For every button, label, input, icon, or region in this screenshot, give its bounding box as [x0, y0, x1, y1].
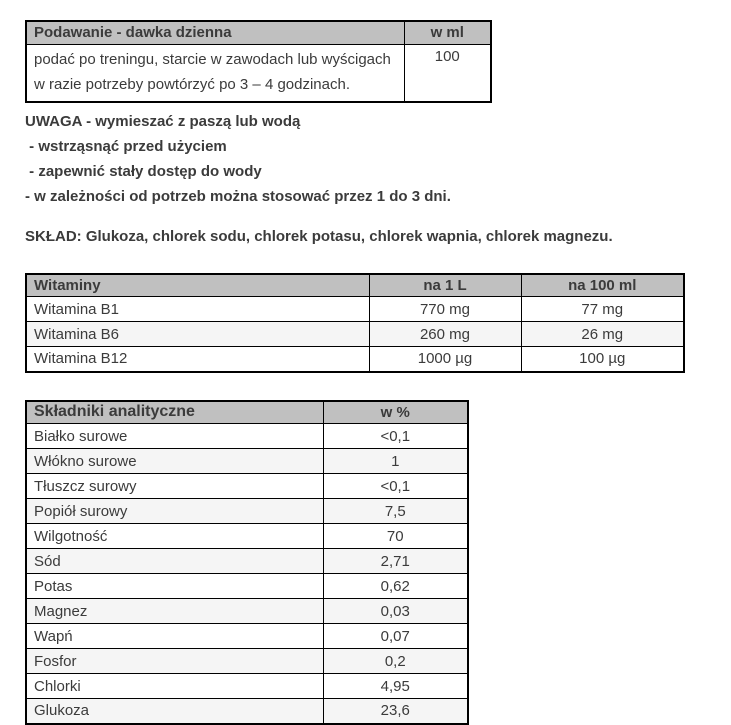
- table-row: Sód 2,71: [25, 548, 469, 574]
- table-row: Tłuszcz surowy <0,1: [25, 473, 469, 499]
- vitamins-header-per-100ml: na 100 ml: [520, 273, 685, 297]
- vitamin-per-liter: 260 mg: [368, 321, 522, 347]
- component-name: Sód: [25, 548, 324, 574]
- dosage-header-label: Podawanie - dawka dzienna: [25, 20, 405, 45]
- dosage-header-unit: w ml: [403, 20, 492, 45]
- table-row: Wapń 0,07: [25, 623, 469, 649]
- note-line: - zapewnić stały dostęp do wody: [25, 162, 262, 180]
- component-name: Fosfor: [25, 648, 324, 674]
- component-name: Glukoza: [25, 698, 324, 724]
- table-row: Potas 0,62: [25, 573, 469, 599]
- component-value: 2,71: [322, 548, 469, 574]
- component-name: Białko surowe: [25, 423, 324, 449]
- table-row: Chlorki 4,95: [25, 673, 469, 699]
- component-value: 1: [322, 448, 469, 474]
- component-value: 0,2: [322, 648, 469, 674]
- component-value: <0,1: [322, 473, 469, 499]
- vitamin-name: Witamina B12: [25, 346, 370, 372]
- analytical-table: Składniki analityczne w % Białko surowe …: [25, 399, 469, 725]
- table-row: Magnez 0,03: [25, 598, 469, 624]
- dosage-value: 100: [403, 43, 492, 102]
- table-row: Wilgotność 70: [25, 523, 469, 549]
- vitamins-header-per-liter: na 1 L: [368, 273, 522, 297]
- table-row: Glukoza 23,6: [25, 698, 469, 724]
- note-line: - w zależności od potrzeb można stosować…: [25, 187, 451, 205]
- dosage-table: Podawanie - dawka dzienna w ml podać po …: [25, 20, 492, 103]
- component-value: 7,5: [322, 498, 469, 524]
- component-value: 0,03: [322, 598, 469, 624]
- table-row: Witamina B12 1000 µg 100 µg: [25, 346, 685, 372]
- vitamin-per-liter: 770 mg: [368, 296, 522, 322]
- component-name: Magnez: [25, 598, 324, 624]
- component-value: <0,1: [322, 423, 469, 449]
- vitamin-per-100ml: 26 mg: [520, 321, 685, 347]
- component-value: 0,62: [322, 573, 469, 599]
- vitamins-header-row: Witaminy na 1 L na 100 ml: [25, 273, 685, 297]
- vitamin-per-100ml: 77 mg: [520, 296, 685, 322]
- analytical-header-row: Składniki analityczne w %: [25, 400, 469, 424]
- component-name: Włókno surowe: [25, 448, 324, 474]
- analytical-header-name: Składniki analityczne: [25, 400, 324, 424]
- vitamin-per-100ml: 100 µg: [520, 346, 685, 372]
- note-line: - wstrząsnąć przed użyciem: [25, 137, 227, 155]
- component-name: Tłuszcz surowy: [25, 473, 324, 499]
- vitamin-per-liter: 1000 µg: [368, 346, 522, 372]
- component-name: Potas: [25, 573, 324, 599]
- component-value: 4,95: [322, 673, 469, 699]
- component-value: 70: [322, 523, 469, 549]
- component-name: Wapń: [25, 623, 324, 649]
- analytical-header-percent: w %: [322, 400, 469, 424]
- component-name: Chlorki: [25, 673, 324, 699]
- component-value: 23,6: [322, 698, 469, 724]
- note-line: UWAGA - wymieszać z paszą lub wodą: [25, 112, 301, 130]
- dosage-instruction-line-2: w razie potrzeby powtórzyć po 3 – 4 godz…: [34, 75, 351, 93]
- vitamin-name: Witamina B6: [25, 321, 370, 347]
- composition-text: SKŁAD: Glukoza, chlorek sodu, chlorek po…: [25, 227, 613, 245]
- dosage-row: podać po treningu, starcie w zawodach lu…: [25, 43, 492, 102]
- vitamins-header-name: Witaminy: [25, 273, 370, 297]
- usage-notes: UWAGA - wymieszać z paszą lub wodą - wst…: [25, 109, 731, 209]
- table-row: Popiół surowy 7,5: [25, 498, 469, 524]
- table-row: Witamina B1 770 mg 77 mg: [25, 296, 685, 322]
- table-row: Włókno surowe 1: [25, 448, 469, 474]
- dosage-instruction-line-1: podać po treningu, starcie w zawodach lu…: [34, 50, 391, 68]
- dosage-header-row: Podawanie - dawka dzienna w ml: [25, 20, 492, 45]
- component-name: Wilgotność: [25, 523, 324, 549]
- table-row: Fosfor 0,2: [25, 648, 469, 674]
- component-value: 0,07: [322, 623, 469, 649]
- table-row: Witamina B6 260 mg 26 mg: [25, 321, 685, 347]
- vitamin-name: Witamina B1: [25, 296, 370, 322]
- component-name: Popiół surowy: [25, 498, 324, 524]
- vitamins-table: Witaminy na 1 L na 100 ml Witamina B1 77…: [25, 272, 685, 373]
- dosage-instructions: podać po treningu, starcie w zawodach lu…: [25, 43, 405, 102]
- table-row: Białko surowe <0,1: [25, 423, 469, 449]
